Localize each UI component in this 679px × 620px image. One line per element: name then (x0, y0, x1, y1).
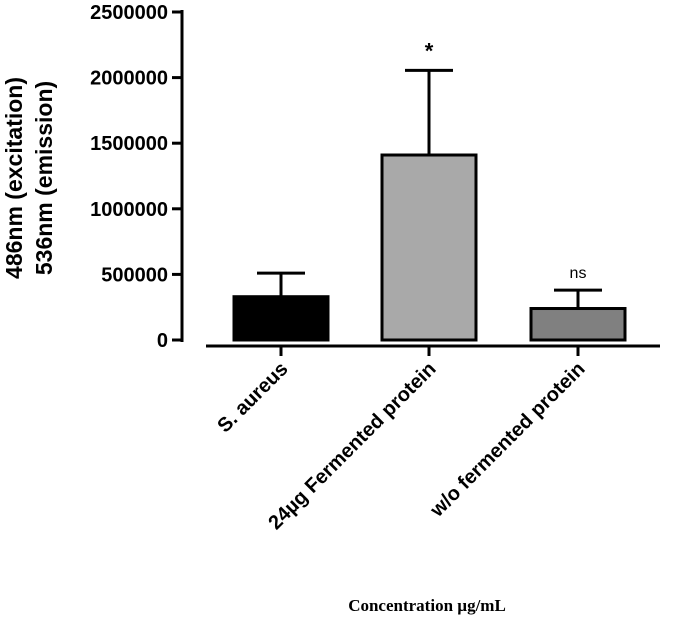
bar (380, 153, 478, 342)
axes (172, 10, 660, 356)
y-tick-label: 0 (157, 330, 168, 352)
bars (232, 68, 627, 342)
category-label: w/o fermented protein (426, 358, 590, 522)
significance-label: * (425, 38, 434, 63)
y-tick-label: 2000000 (90, 68, 168, 90)
y-axis-label-line-2: 536nm (emission) (31, 81, 57, 275)
bar (529, 307, 627, 342)
bar (232, 295, 330, 342)
y-tick-label: 500000 (101, 264, 168, 286)
y-tick-label: 2500000 (90, 2, 168, 24)
category-label: 24µg Fermented protein (264, 358, 440, 534)
significance-label: ns (570, 265, 587, 282)
y-tick-label: 1500000 (90, 133, 168, 155)
labels: 0 500000 1000000 1500000 2000000 2500000 S. au… (90, 2, 589, 534)
category-label: S. aureus (213, 358, 292, 437)
y-axis-label-line-1: 486nm (excitation) (1, 77, 27, 279)
y-tick-label: 1000000 (90, 199, 168, 221)
x-axis-label: Concentration µg/mL (348, 596, 506, 615)
